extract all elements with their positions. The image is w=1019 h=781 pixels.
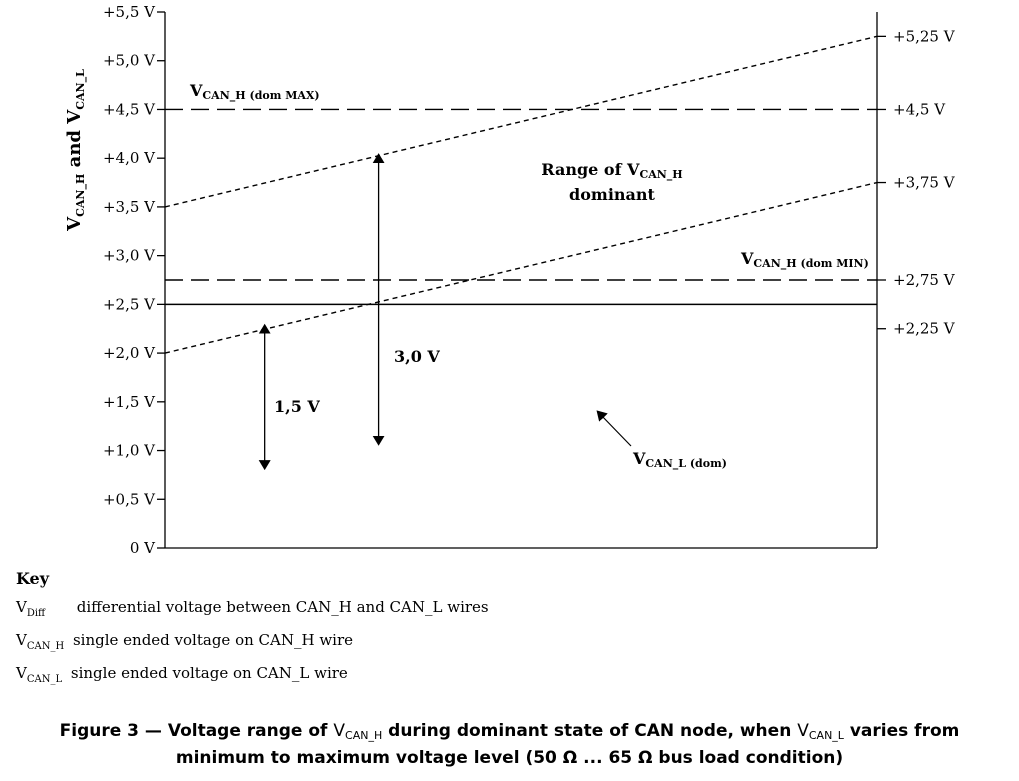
annotation-1-5v: 1,5 V [274,397,320,416]
key-legend: Key VDiff differential voltage between C… [16,569,489,695]
annotation-range: Range of VCAN_H [541,160,682,182]
right-tick-label: +3,75 V [893,174,956,192]
key-text: single ended voltage on CAN_L wire [70,664,348,682]
key-symbol: VCAN_H [16,631,65,652]
key-item-vcanl: VCAN_L single ended voltage on CAN_L wir… [16,662,489,695]
key-text: differential voltage between CAN_H and C… [76,598,489,616]
left-tick-label: 0 V [130,539,156,557]
annotation-vmin: VCAN_H (dom MIN) [740,249,869,271]
left-tick-label: +3,5 V [103,198,156,216]
voltage-chart: 0 V +0,5 V +1,0 V +1,5 V +2,0 V +2,5 V +3,0 V +… [64,3,956,557]
key-item-vcanh: VCAN_H single ended voltage on CAN_H wir… [16,629,489,662]
annotation-vmax: VCAN_H (dom MAX) [189,81,320,103]
series-lines [164,35,878,354]
y-axis-label: VCAN_H and VCAN_L [64,69,88,232]
left-axis: 0 V +0,5 V +1,0 V +1,5 V +2,0 V +2,5 V +3,0 V +… [103,3,165,557]
left-tick-label: +1,0 V [103,442,156,460]
caption-line-1: Figure 3 — Voltage range of VCAN_H durin… [59,721,960,742]
annotation-range-dominant: dominant [569,185,656,204]
series-line-dotted [164,35,878,208]
right-axis: +5,25 V +4,5 V +3,75 V +2,75 V +2,25 V [877,27,956,338]
left-tick-label: +3,0 V [103,247,156,265]
left-tick-label: +4,5 V [103,100,156,118]
left-tick-label: +0,5 V [103,490,156,508]
arrows [258,153,385,471]
annotation-3v: 3,0 V [394,347,440,366]
key-title: Key [16,569,50,588]
key-symbol: VDiff [16,598,46,619]
key-text: single ended voltage on CAN_H wire [72,631,354,649]
key-item-vdiff: VDiff differential voltage between CAN_H… [16,596,489,629]
left-tick-label: +5,0 V [103,52,156,70]
left-tick-label: +2,0 V [103,344,156,362]
key-symbol: VCAN_L [16,664,63,685]
right-tick-label: +2,75 V [893,271,956,289]
right-tick-label: +4,5 V [893,100,946,118]
caption-line-2: minimum to maximum voltage level (50 Ω .… [175,748,844,768]
left-tick-label: +5,5 V [103,3,156,21]
left-tick-label: +4,0 V [103,149,156,167]
figure-caption: Figure 3 — Voltage range of VCAN_H durin… [0,720,1019,769]
left-tick-label: +1,5 V [103,393,156,411]
right-tick-label: +2,25 V [893,320,956,338]
right-tick-label: +5,25 V [893,27,956,45]
annotation-vcanl: VCAN_L (dom) [632,449,727,471]
vcanl-pointer-arrow [596,410,632,447]
left-tick-label: +2,5 V [103,295,156,313]
